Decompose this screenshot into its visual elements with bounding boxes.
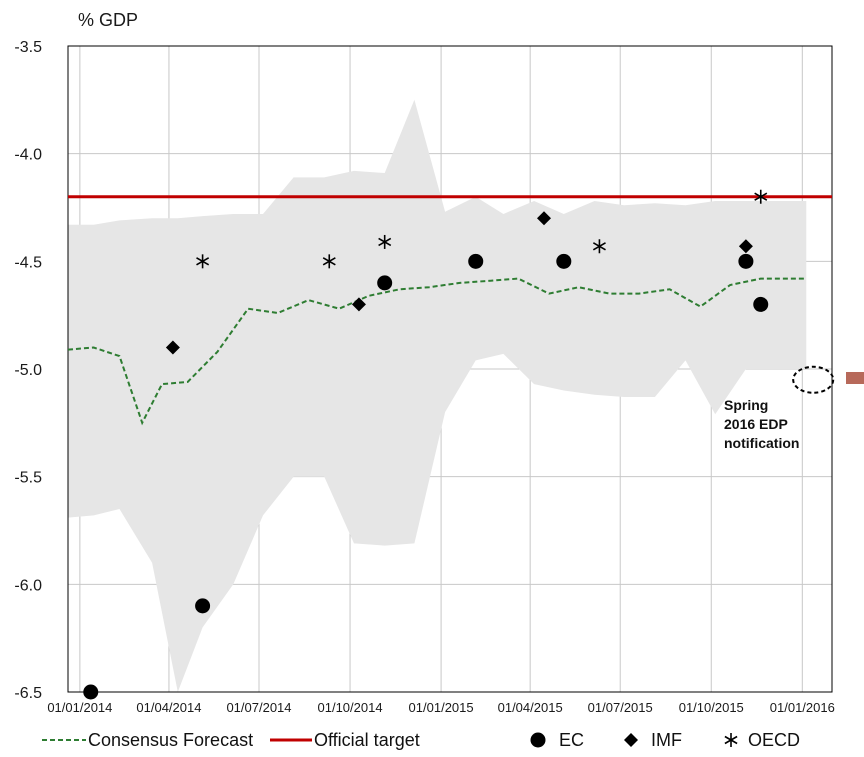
- range-band: [68, 99, 807, 693]
- forecast-range-band: [68, 99, 807, 693]
- legend-swatch-ec: [530, 732, 546, 748]
- asterisk-stroke: [322, 257, 336, 266]
- oecd-point: [592, 239, 606, 254]
- series-lines: [67, 195, 832, 426]
- x-tick-label: 01/10/2014: [318, 700, 383, 715]
- y-tick-label: -6.5: [14, 685, 42, 702]
- y-tick-label: -5.0: [14, 362, 42, 379]
- legend-label-imf: IMF: [651, 730, 682, 750]
- legend-label-ec: EC: [559, 730, 584, 750]
- ec-point: [556, 253, 572, 269]
- y-tick-label: -3.5: [14, 39, 42, 56]
- ec-point: [377, 275, 393, 291]
- x-tick-label: 01/04/2014: [136, 700, 201, 715]
- oecd-point: [378, 234, 392, 249]
- asterisk-stroke: [378, 237, 392, 247]
- annotation-edge-marker: [846, 372, 864, 384]
- y-tick-label: -4.5: [14, 254, 42, 271]
- y-axis-ticks: -3.5 -4.0 -4.5 -5.0 -5.5 -6.0 -6.5: [14, 39, 42, 702]
- annotation-ellipse: [792, 365, 835, 394]
- x-axis-ticks: 01/01/2014 01/04/2014 01/07/2014 01/10/2014…: [47, 700, 835, 715]
- legend-swatch-imf: [624, 733, 638, 747]
- y-tick-label: -5.5: [14, 470, 42, 487]
- plot-area: [67, 45, 833, 693]
- annotation-text: notification: [724, 435, 799, 451]
- y-tick-label: -4.0: [14, 147, 42, 164]
- y-axis-label: % GDP: [78, 10, 138, 30]
- annotation-text: Spring: [724, 397, 768, 413]
- ec-point: [738, 253, 754, 269]
- legend-label-oecd: OECD: [748, 730, 800, 750]
- annotation: Spring 2016 EDP notification: [724, 365, 864, 451]
- series-markers: [83, 189, 769, 700]
- oecd-point: [754, 189, 768, 204]
- imf-point: [165, 340, 180, 355]
- legend-swatch-oecd: [724, 733, 738, 747]
- ec-point: [753, 296, 769, 312]
- asterisk-stroke: [196, 257, 210, 266]
- x-tick-label: 01/07/2015: [588, 700, 653, 715]
- asterisk-stroke: [754, 192, 768, 201]
- x-tick-label: 01/01/2014: [47, 700, 112, 715]
- x-tick-label: 01/04/2015: [498, 700, 563, 715]
- x-tick-label: 01/01/2016: [770, 700, 835, 715]
- ec-point: [83, 684, 99, 700]
- annotation-text: 2016 EDP: [724, 416, 788, 432]
- asterisk-stroke: [592, 242, 606, 251]
- asterisk-stroke: [724, 735, 738, 745]
- y-tick-label: -6.0: [14, 577, 42, 594]
- consensus-forecast-line: [67, 277, 807, 426]
- imf-point: [738, 239, 753, 254]
- legend: Consensus Forecast Official target EC IMF OE…: [42, 730, 800, 750]
- ec-point: [195, 598, 211, 614]
- x-tick-label: 01/01/2015: [409, 700, 474, 715]
- oecd-point: [196, 254, 210, 269]
- legend-label-official: Official target: [314, 730, 420, 750]
- ec-point: [468, 253, 484, 269]
- legend-label-consensus: Consensus Forecast: [88, 730, 253, 750]
- imf-point: [351, 297, 366, 312]
- x-tick-label: 01/07/2014: [226, 700, 291, 715]
- imf-point: [537, 211, 552, 226]
- oecd-point: [322, 254, 336, 269]
- x-tick-label: 01/10/2015: [679, 700, 744, 715]
